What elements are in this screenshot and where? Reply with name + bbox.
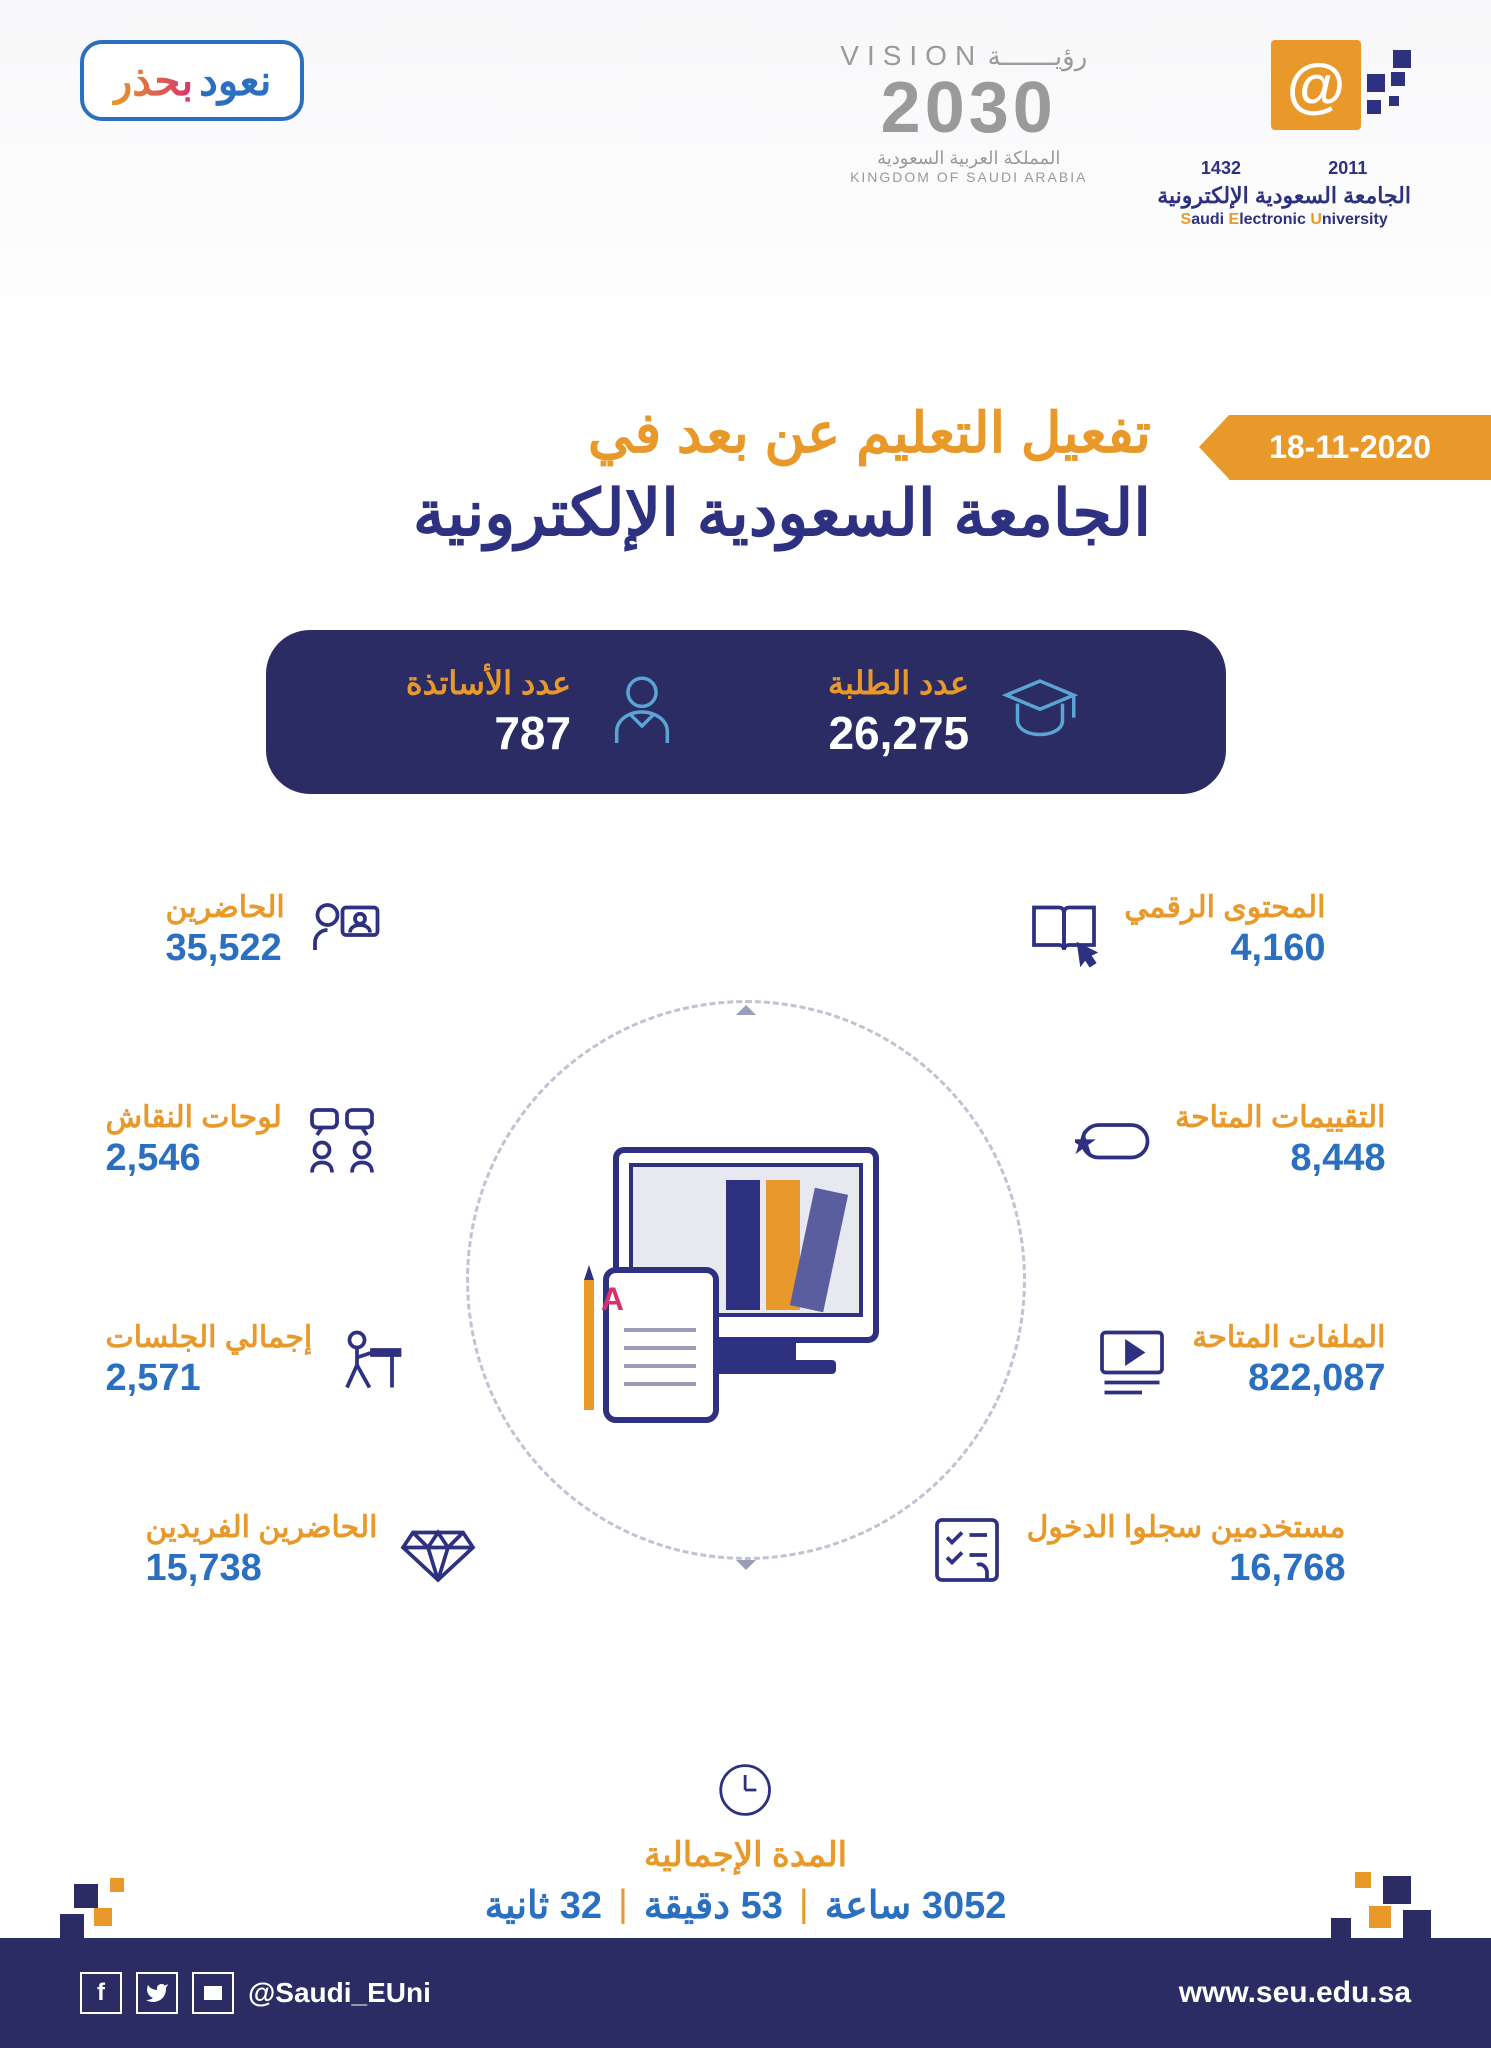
return-carefully-badge: نعود بحذر xyxy=(80,40,304,121)
stat-discussion-boards: لوحات النقاش 2,546 xyxy=(106,1100,382,1180)
infographic-page: @ 2011 1432 الجامعة السعودية الإلكترونية xyxy=(0,0,1491,2048)
files-label: الملفات المتاحة xyxy=(1192,1320,1385,1355)
vision-number: 2030 xyxy=(840,72,1097,144)
students-stat: عدد الطلبة 26,275 xyxy=(828,664,1085,760)
assessments-value: 8,448 xyxy=(1175,1137,1386,1180)
sessions-label: إجمالي الجلسات xyxy=(106,1320,313,1355)
logos-group: @ 2011 1432 الجامعة السعودية الإلكترونية xyxy=(840,40,1411,229)
arrow-icon xyxy=(736,1560,756,1580)
title-line-1: تفعيل التعليم عن بعد في xyxy=(413,400,1151,466)
total-duration: المدة الإجمالية 3052 ساعة | 53 دقيقة | 3… xyxy=(485,1760,1007,1928)
unique-attendees-value: 15,738 xyxy=(146,1547,378,1590)
stat-unique-attendees: الحاضرين الفريدين 15,738 xyxy=(146,1510,478,1590)
diamond-icon xyxy=(398,1510,478,1590)
digital-content-label: المحتوى الرقمي xyxy=(1124,890,1325,925)
seu-at-icon: @ xyxy=(1271,40,1361,130)
duration-values: 3052 ساعة | 53 دقيقة | 32 ثانية xyxy=(485,1883,1007,1928)
twitter-icon xyxy=(136,1972,178,2014)
digital-content-value: 4,160 xyxy=(1124,927,1325,970)
stars-badge-icon: ★★★ xyxy=(1075,1100,1155,1180)
seu-name-ar: الجامعة السعودية الإلكترونية xyxy=(1157,183,1411,209)
stat-available-files: الملفات المتاحة 822,087 xyxy=(1092,1320,1385,1400)
seu-years: 2011 1432 xyxy=(1157,158,1411,179)
clock-icon xyxy=(485,1760,1007,1825)
facebook-icon: f xyxy=(80,1972,122,2014)
logged-users-label: مستخدمين سجلوا الدخول xyxy=(1027,1510,1346,1545)
discussion-value: 2,546 xyxy=(106,1137,282,1180)
desk-person-icon xyxy=(332,1320,412,1400)
logged-users-value: 16,768 xyxy=(1027,1547,1346,1590)
svg-text:A: A xyxy=(600,1281,623,1317)
separator: | xyxy=(799,1883,809,1928)
title-block: تفعيل التعليم عن بعد في الجامعة السعودية… xyxy=(413,400,1151,551)
seu-year-greg: 2011 xyxy=(1328,158,1367,179)
graduate-icon xyxy=(995,667,1085,757)
stat-digital-content: المحتوى الرقمي 4,160 xyxy=(1024,890,1325,970)
date-tag: 18-11-2020 xyxy=(1229,415,1491,480)
attendees-label: الحاضرين xyxy=(166,890,285,925)
footer-pixels-right xyxy=(1231,1858,1431,1938)
seu-pixel-icon xyxy=(1351,50,1411,130)
vision-en: VISION xyxy=(840,40,983,71)
title-line-2: الجامعة السعودية الإلكترونية xyxy=(413,476,1151,551)
teachers-value: 787 xyxy=(406,706,571,760)
badge-word-2: بحذر xyxy=(112,56,193,105)
unique-attendees-label: الحاضرين الفريدين xyxy=(146,1510,378,1545)
ring-stats-area: A المحتوى الرقمي 4,160 xyxy=(106,880,1386,1760)
teacher-icon xyxy=(597,667,687,757)
stat-attendees: الحاضرين 35,522 xyxy=(166,890,385,970)
chat-people-icon xyxy=(302,1100,382,1180)
students-label: عدد الطلبة xyxy=(828,664,969,702)
footer-handle: @Saudi_EUni xyxy=(248,1977,431,2009)
duration-label: المدة الإجمالية xyxy=(485,1835,1007,1875)
header: @ 2011 1432 الجامعة السعودية الإلكترونية xyxy=(0,40,1491,229)
discussion-label: لوحات النقاش xyxy=(106,1100,282,1135)
footer-pixels-left xyxy=(60,1858,260,1938)
footer: www.seu.edu.sa f @Saudi_EUni xyxy=(0,1938,1491,2048)
stat-total-sessions: إجمالي الجلسات 2,571 xyxy=(106,1320,413,1400)
badge-word-1: نعود xyxy=(199,56,271,105)
sessions-value: 2,571 xyxy=(106,1357,313,1400)
vision-2030-logo: رؤيـــــــة VISION 2030 المملكة العربية … xyxy=(840,40,1097,185)
seu-name-en: Saudi Electronic University xyxy=(1157,211,1411,229)
stat-logged-in-users: مستخدمين سجلوا الدخول 16,768 xyxy=(927,1510,1346,1590)
seu-logo-mark: @ xyxy=(1271,40,1411,150)
teachers-label: عدد الأساتذة xyxy=(406,664,571,702)
files-value: 822,087 xyxy=(1192,1357,1385,1400)
teachers-stat: عدد الأساتذة 787 xyxy=(406,664,687,760)
stat-available-assessments: التقييمات المتاحة 8,448 ★★★ xyxy=(1075,1100,1386,1180)
footer-url: www.seu.edu.sa xyxy=(1179,1976,1411,2010)
vision-sub-ar: المملكة العربية السعودية xyxy=(840,148,1097,169)
video-list-icon xyxy=(1092,1320,1172,1400)
duration-minutes: 53 دقيقة xyxy=(644,1883,783,1928)
top-stats-pill: عدد الطلبة 26,275 عدد الأساتذة 787 xyxy=(266,630,1226,794)
date-value: 18-11-2020 xyxy=(1269,429,1431,466)
duration-hours: 3052 ساعة xyxy=(825,1883,1007,1928)
duration-seconds: 32 ثانية xyxy=(485,1883,602,1928)
study-illustration-icon: A xyxy=(546,1070,946,1470)
seu-year-hijri: 1432 xyxy=(1201,158,1241,179)
center-illustration: A xyxy=(546,1070,946,1470)
book-cursor-icon xyxy=(1024,890,1104,970)
vision-sub-en: KINGDOM OF SAUDI ARABIA xyxy=(840,169,1097,185)
arrow-icon xyxy=(736,995,756,1015)
attendees-value: 35,522 xyxy=(166,927,285,970)
footer-social: f @Saudi_EUni xyxy=(80,1972,431,2014)
assessments-label: التقييمات المتاحة xyxy=(1175,1100,1386,1135)
students-value: 26,275 xyxy=(828,706,969,760)
seu-logo: @ 2011 1432 الجامعة السعودية الإلكترونية xyxy=(1157,40,1411,229)
checklist-hand-icon xyxy=(927,1510,1007,1590)
separator: | xyxy=(618,1883,628,1928)
svg-text:★★★: ★★★ xyxy=(1075,1133,1091,1153)
youtube-icon xyxy=(192,1972,234,2014)
video-call-icon xyxy=(305,890,385,970)
